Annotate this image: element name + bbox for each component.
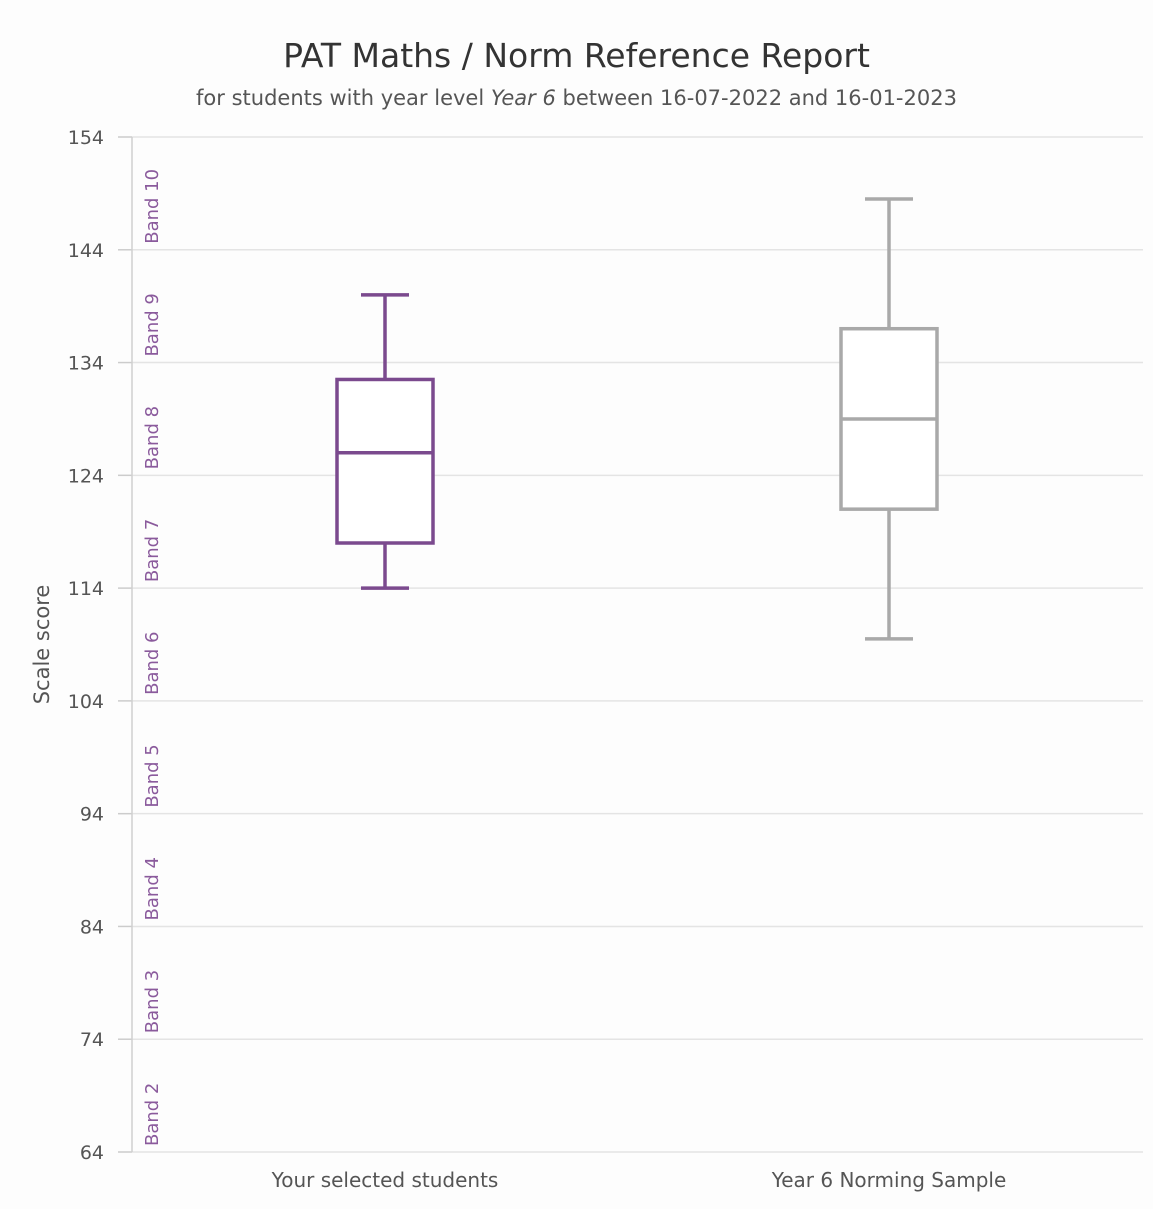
band-label: Band 5 <box>142 744 163 807</box>
band-label: Band 3 <box>142 970 163 1033</box>
y-tick-label: 144 <box>68 240 104 262</box>
box-iqr <box>335 377 435 545</box>
y-axis-label: Scale score <box>30 585 54 705</box>
y-tick-label: 134 <box>68 353 104 375</box>
chart-title: PAT Maths / Norm Reference Report <box>283 36 870 75</box>
band-label: Band 6 <box>142 631 163 694</box>
box-group <box>335 293 435 590</box>
y-tick-label: 114 <box>68 578 104 600</box>
band-label: Band 2 <box>142 1083 163 1146</box>
subtitle-year-level: Year 6 <box>490 86 556 110</box>
y-tick-label: 124 <box>68 465 104 487</box>
box-group <box>839 197 939 641</box>
x-tick-label: Your selected students <box>271 1168 499 1192</box>
band-label: Band 8 <box>142 406 163 469</box>
band-label: Band 9 <box>142 293 163 356</box>
subtitle-prefix: for students with year level <box>196 86 485 110</box>
y-tick-label: 154 <box>68 127 104 149</box>
y-tick-label: 84 <box>80 916 104 938</box>
chart-subtitle: for students with year level Year 6 betw… <box>0 86 1153 110</box>
band-label: Band 4 <box>142 857 163 920</box>
band-label: Band 10 <box>142 169 163 244</box>
band-label: Band 7 <box>142 519 163 582</box>
y-tick-label: 104 <box>68 691 104 713</box>
x-tick-label: Year 6 Norming Sample <box>771 1168 1007 1192</box>
y-tick-label: 94 <box>80 804 104 826</box>
subtitle-suffix: between 16-07-2022 and 16-01-2023 <box>562 86 957 110</box>
y-tick-label: 74 <box>80 1029 104 1051</box>
y-tick-label: 64 <box>80 1142 104 1164</box>
